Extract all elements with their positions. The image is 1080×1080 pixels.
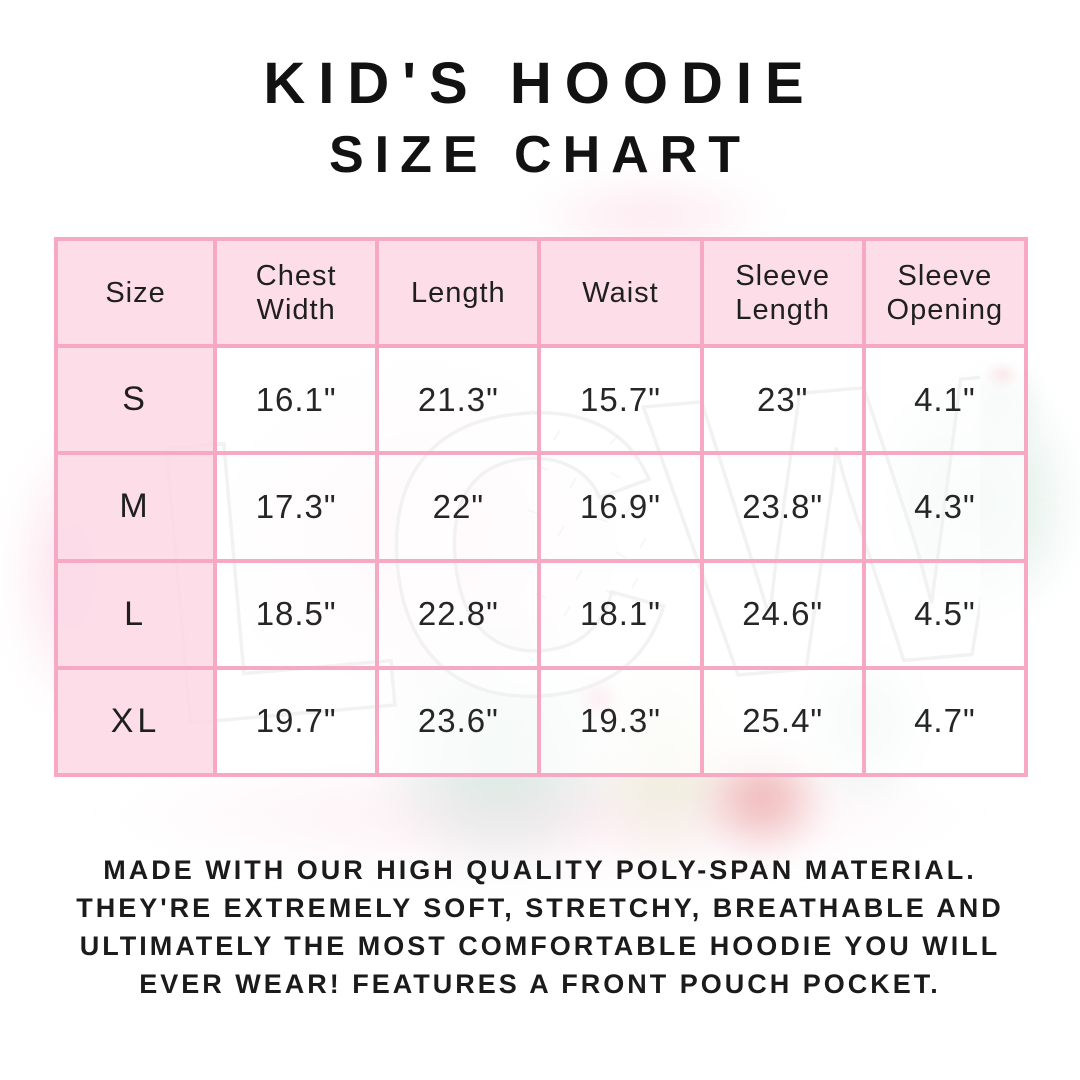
cell-xl-sleeve-opening: 4.7" [861, 665, 1029, 778]
column-header-waist: Waist [537, 237, 704, 348]
cell-s-length: 21.3" [375, 343, 542, 456]
cell-l-chest-width: 18.5" [213, 558, 380, 670]
table-row-xl: XL 19.7" 23.6" 19.3" 25.4" 4.7" [53, 665, 1029, 778]
row-label-m: M [53, 451, 218, 563]
size-chart-table: Size Chest Width Length Waist Sleeve Len… [53, 237, 1029, 778]
cell-l-sleeve-length: 24.6" [699, 558, 866, 670]
row-label-l: L [53, 558, 218, 670]
material-description: MADE WITH OUR HIGH QUALITY POLY-SPAN MAT… [0, 851, 1080, 1003]
description-line: ULTIMATELY THE MOST COMFORTABLE HOODIE Y… [79, 931, 1001, 961]
description-line: EVER WEAR! FEATURES A FRONT POUCH POCKET… [139, 969, 941, 999]
cell-m-waist: 16.9" [537, 451, 704, 563]
row-label-xl: XL [53, 665, 218, 778]
cell-l-length: 22.8" [375, 558, 542, 670]
page-subtitle: SIZE CHART [329, 126, 751, 184]
cell-xl-chest-width: 19.7" [213, 665, 380, 778]
cell-xl-waist: 19.3" [537, 665, 704, 778]
header: KID'S HOODIE SIZE CHART [0, 0, 1080, 185]
cell-l-waist: 18.1" [537, 558, 704, 670]
cell-s-sleeve-opening: 4.1" [861, 343, 1029, 456]
column-header-sleeve-length: Sleeve Length [699, 237, 866, 348]
cell-m-sleeve-length: 23.8" [699, 451, 866, 563]
column-header-chest-width: Chest Width [213, 237, 380, 348]
cell-s-chest-width: 16.1" [213, 343, 380, 456]
cell-xl-sleeve-length: 25.4" [699, 665, 866, 778]
description-line: THEY'RE EXTREMELY SOFT, STRETCHY, BREATH… [76, 893, 1004, 923]
cell-l-sleeve-opening: 4.5" [861, 558, 1029, 670]
column-header-sleeve-opening: Sleeve Opening [861, 237, 1029, 348]
cell-m-length: 22" [375, 451, 542, 563]
page-title: KID'S HOODIE [263, 51, 817, 116]
table-row-m: M 17.3" 22" 16.9" 23.8" 4.3" [53, 451, 1029, 563]
cell-xl-length: 23.6" [375, 665, 542, 778]
table-row-l: L 18.5" 22.8" 18.1" 24.6" 4.5" [53, 558, 1029, 670]
cell-s-waist: 15.7" [537, 343, 704, 456]
header-row: Size Chest Width Length Waist Sleeve Len… [53, 237, 1029, 348]
column-header-size: Size [53, 237, 218, 348]
cell-s-sleeve-length: 23" [699, 343, 866, 456]
table-row-s: S 16.1" 21.3" 15.7" 23" 4.1" [53, 343, 1029, 456]
row-label-s: S [53, 343, 218, 456]
column-header-length: Length [375, 237, 542, 348]
cell-m-sleeve-opening: 4.3" [861, 451, 1029, 563]
cell-m-chest-width: 17.3" [213, 451, 380, 563]
description-line: MADE WITH OUR HIGH QUALITY POLY-SPAN MAT… [103, 855, 977, 885]
